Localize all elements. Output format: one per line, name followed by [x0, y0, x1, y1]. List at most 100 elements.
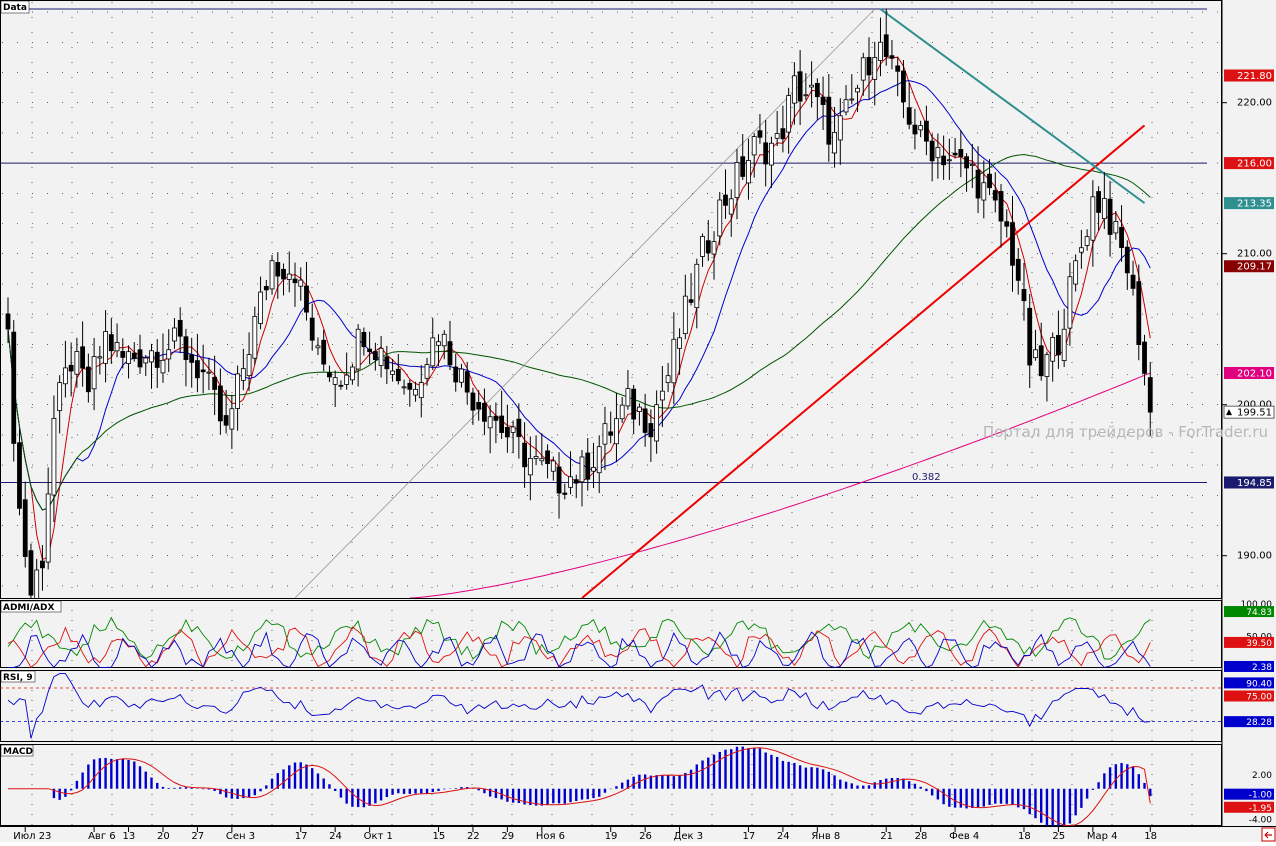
candle-body: [705, 240, 711, 254]
candle-body: [361, 331, 367, 348]
rsi-panel: [0, 670, 1222, 742]
candle: [889, 40, 895, 70]
macd-panel: [0, 744, 1222, 826]
candle-body: [843, 99, 849, 113]
price-badge: [1224, 197, 1274, 210]
price-badge-label: 216.00: [1237, 159, 1272, 170]
candle-body: [711, 241, 717, 255]
x-tick-label: 20: [157, 831, 170, 842]
candle-body: [677, 337, 682, 349]
adx-label-box: [0, 600, 62, 613]
candle-body: [671, 338, 677, 384]
macd-value-label: -1.00: [1249, 791, 1273, 801]
candle-body: [470, 392, 476, 411]
adx-value-badge: [1224, 660, 1274, 672]
candle: [85, 353, 91, 403]
adx-series-line: [7, 616, 1151, 660]
candle: [614, 392, 619, 463]
candle-body: [688, 299, 694, 303]
candle: [820, 76, 826, 131]
candle: [476, 390, 482, 421]
candle: [1084, 229, 1090, 251]
candle: [740, 134, 746, 180]
candle: [344, 352, 350, 390]
macd-panel-label: MACD: [3, 747, 33, 757]
candle-body: [246, 354, 252, 377]
candle: [327, 365, 332, 382]
candle-body: [952, 152, 958, 156]
candle: [987, 159, 992, 196]
x-tick-label: 24: [777, 831, 790, 842]
candle: [298, 267, 304, 301]
candle: [671, 312, 677, 405]
candle: [183, 328, 189, 387]
candle-body: [126, 351, 131, 364]
candle-body: [424, 364, 430, 379]
candle-body: [516, 418, 522, 438]
x-tick-label: 13: [123, 831, 136, 842]
candle-body: [533, 456, 539, 459]
candle: [459, 363, 464, 388]
candle-body: [545, 450, 550, 464]
adx-panel-label: ADMI/ADX: [3, 603, 54, 613]
candle: [40, 544, 45, 591]
candle-body: [1113, 221, 1119, 234]
candle: [769, 136, 774, 188]
candle-body: [1124, 246, 1130, 274]
candle: [746, 138, 751, 200]
candle: [372, 342, 378, 371]
candle-body: [149, 350, 154, 363]
candle: [1067, 262, 1073, 346]
moving-average-60: [7, 153, 1151, 511]
candle-body: [682, 295, 688, 335]
candle-body: [195, 360, 200, 379]
candle: [1038, 322, 1044, 381]
candle: [780, 105, 786, 153]
candle-body: [344, 374, 350, 385]
x-tick-label: 19: [605, 831, 618, 842]
trendline-support: [581, 124, 1146, 598]
candle-body: [550, 460, 556, 472]
candle-body: [131, 352, 137, 359]
candle: [573, 474, 579, 499]
candle-body: [189, 354, 195, 363]
candle-body: [1015, 258, 1021, 281]
candle-body: [694, 263, 700, 309]
candle-body: [740, 156, 746, 177]
candle-body: [309, 317, 315, 341]
candle: [131, 342, 137, 362]
candle-body: [1096, 191, 1101, 213]
candle-body: [958, 149, 964, 158]
candle-body: [866, 56, 872, 76]
candle-body: [1073, 260, 1079, 285]
candle: [1101, 171, 1107, 230]
candle: [63, 340, 68, 398]
candle: [223, 389, 229, 434]
candle: [1010, 196, 1015, 292]
x-tick-label: 17: [295, 831, 308, 842]
x-tick-label: 22: [467, 831, 480, 842]
candle-body: [654, 404, 660, 442]
adx-plot: [7, 616, 1151, 668]
candle: [401, 379, 407, 395]
candle-body: [510, 426, 516, 433]
price-badge: [1224, 157, 1274, 170]
candle: [252, 306, 258, 365]
candle: [998, 184, 1004, 248]
candle-body: [987, 173, 992, 189]
candle-body: [734, 162, 740, 198]
candle: [504, 404, 510, 453]
candle: [1015, 247, 1021, 295]
candle-body: [901, 70, 906, 103]
candle: [1119, 205, 1124, 262]
candle: [975, 146, 981, 214]
candle: [200, 344, 206, 394]
watermark: Портал для трейдеров - ForTrader.ru: [983, 423, 1268, 441]
candle: [453, 353, 459, 392]
candle-body: [837, 115, 843, 141]
candle-body: [992, 190, 998, 201]
candle-body: [637, 406, 642, 412]
candle: [137, 334, 143, 374]
x-tick-label: 25: [1052, 831, 1065, 842]
